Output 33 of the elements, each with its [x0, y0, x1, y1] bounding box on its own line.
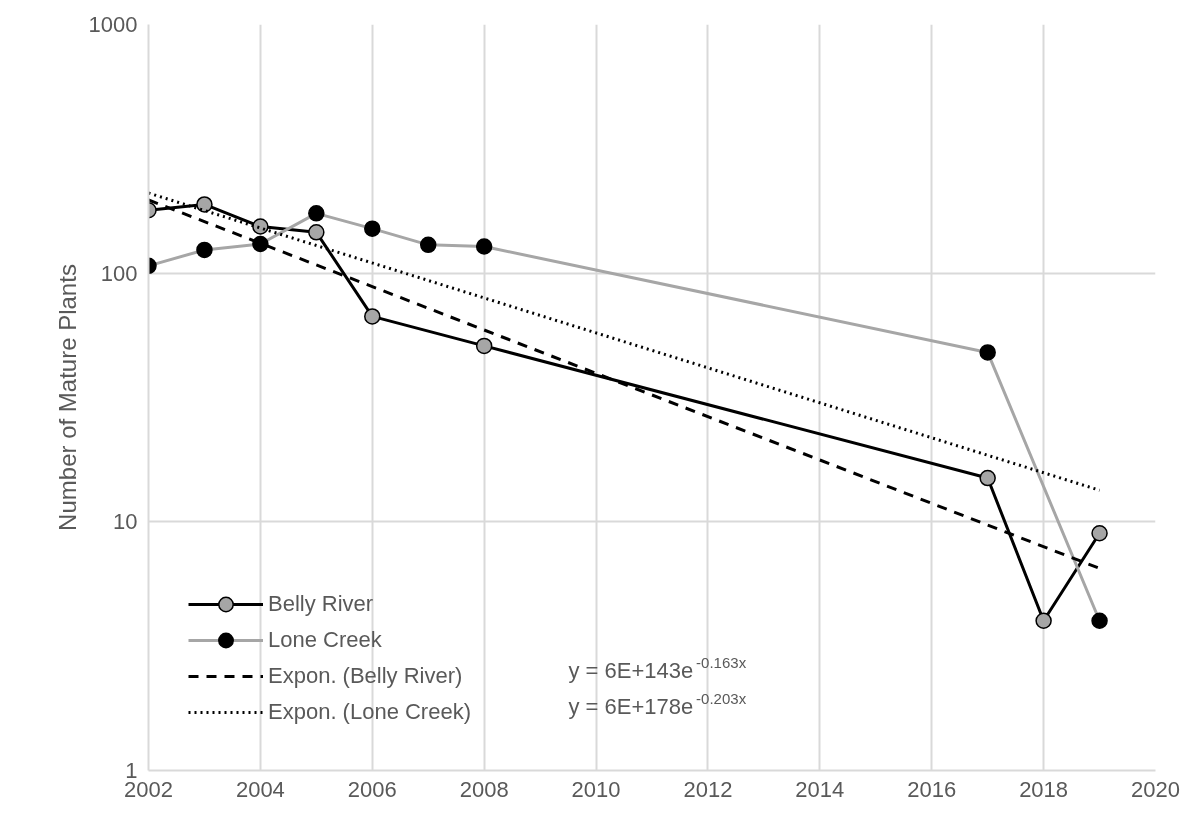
- y-tick-label: 1000: [88, 12, 138, 37]
- point: [979, 344, 996, 361]
- x-tick-label: 2018: [1019, 776, 1069, 802]
- y-tick-label: 1: [125, 758, 138, 783]
- point: [979, 469, 996, 487]
- x-tick-label: 2020: [1131, 776, 1180, 802]
- y-axis-title: Number of Mature Plants: [53, 264, 81, 531]
- point: [196, 241, 213, 259]
- point: [1091, 612, 1108, 630]
- legend-label: Lone Creek: [268, 626, 382, 654]
- legend-label: Expon. (Belly River): [268, 662, 463, 690]
- point: [252, 218, 269, 235]
- point: [308, 224, 325, 241]
- point: [1035, 612, 1052, 630]
- x-tick-label: 2016: [907, 776, 957, 802]
- legend-label: Belly River: [268, 590, 374, 618]
- x-tick-label: 2004: [235, 776, 285, 802]
- point: [419, 236, 437, 254]
- point: [1091, 524, 1108, 542]
- x-tick-label: 2014: [795, 776, 845, 802]
- point: [364, 308, 381, 325]
- x-tick-label: 2008: [459, 776, 509, 802]
- y-tick-label: 100: [100, 260, 138, 286]
- y-tick-label: 10: [113, 509, 138, 535]
- x-tick-label: 2010: [571, 776, 621, 802]
- legend-label: Expon. (Lone Creek): [268, 698, 471, 726]
- x-tick-label: 2012: [683, 776, 733, 802]
- x-tick-label: 2006: [347, 776, 397, 802]
- point: [475, 337, 493, 355]
- point: [475, 238, 493, 255]
- point: [364, 220, 381, 237]
- point: [308, 205, 325, 222]
- point: [196, 196, 213, 213]
